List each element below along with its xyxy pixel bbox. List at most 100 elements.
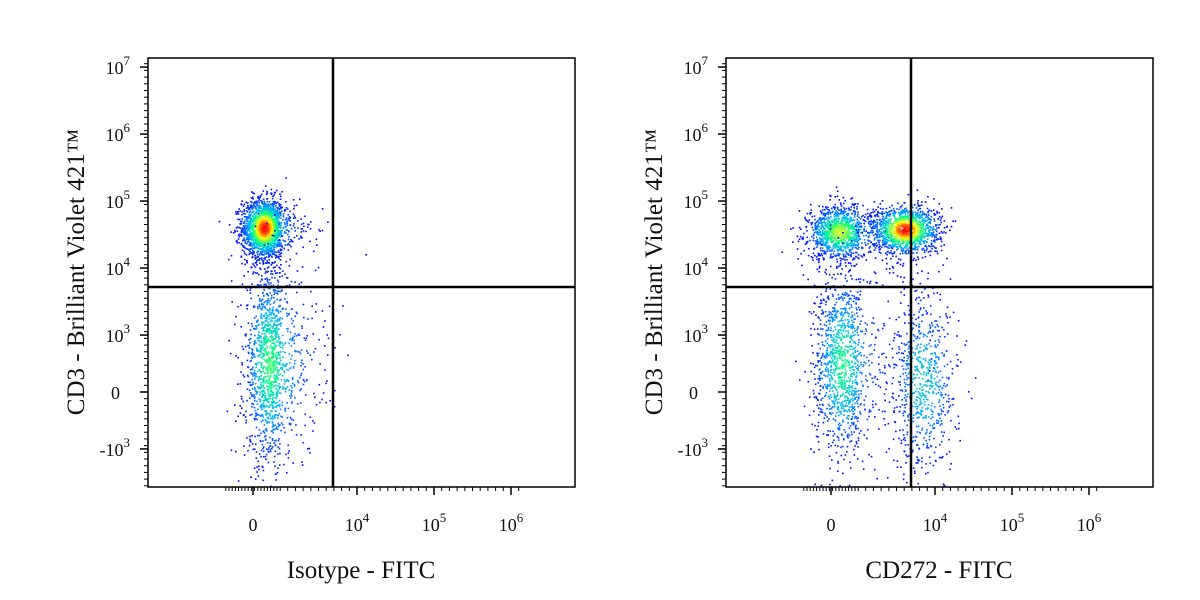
event-point bbox=[277, 362, 279, 365]
event-point bbox=[267, 297, 270, 300]
event-point bbox=[267, 294, 270, 297]
event-point bbox=[275, 340, 278, 343]
event-point bbox=[845, 223, 847, 225]
event-point bbox=[849, 269, 852, 271]
event-point bbox=[269, 303, 272, 306]
event-point bbox=[271, 350, 274, 353]
event-point bbox=[247, 226, 250, 229]
event-point bbox=[278, 213, 280, 216]
event-point bbox=[294, 226, 296, 229]
event-point bbox=[846, 221, 849, 223]
event-point bbox=[834, 206, 837, 209]
event-point bbox=[857, 233, 860, 235]
event-point bbox=[258, 378, 260, 380]
event-point bbox=[273, 369, 276, 372]
event-point bbox=[254, 236, 256, 238]
event-point bbox=[920, 231, 922, 233]
event-point bbox=[292, 367, 295, 369]
event-point bbox=[848, 249, 850, 251]
event-point bbox=[285, 177, 287, 179]
event-point bbox=[280, 322, 282, 324]
event-point bbox=[256, 229, 258, 231]
event-point bbox=[294, 230, 296, 232]
event-point bbox=[840, 232, 842, 235]
event-point bbox=[251, 394, 253, 396]
event-point bbox=[258, 323, 260, 326]
event-point bbox=[294, 359, 296, 362]
event-point bbox=[252, 247, 254, 249]
event-point bbox=[853, 204, 855, 207]
event-point bbox=[267, 247, 269, 250]
event-point bbox=[279, 299, 281, 302]
event-point bbox=[301, 464, 304, 466]
event-point bbox=[245, 216, 248, 219]
event-point bbox=[250, 219, 252, 221]
event-point bbox=[250, 266, 253, 268]
event-point bbox=[253, 353, 256, 356]
event-point bbox=[246, 238, 248, 240]
event-point bbox=[260, 406, 263, 409]
event-point bbox=[285, 226, 287, 228]
event-point bbox=[278, 204, 281, 206]
event-point bbox=[278, 328, 280, 330]
event-point bbox=[273, 377, 276, 380]
event-point bbox=[256, 213, 258, 216]
event-point bbox=[845, 265, 847, 267]
event-point bbox=[826, 212, 829, 214]
event-point bbox=[279, 363, 281, 366]
event-point bbox=[266, 224, 269, 226]
event-point bbox=[282, 388, 284, 390]
event-point bbox=[860, 254, 862, 257]
event-point bbox=[887, 223, 890, 226]
event-point bbox=[279, 341, 281, 343]
event-point bbox=[816, 268, 819, 271]
event-point bbox=[257, 226, 259, 228]
y-tick-exp: 3 bbox=[124, 435, 131, 450]
event-point bbox=[322, 326, 325, 328]
event-point bbox=[270, 330, 273, 333]
event-point bbox=[252, 352, 255, 355]
event-point bbox=[268, 266, 270, 268]
event-point bbox=[314, 269, 317, 272]
event-point bbox=[272, 397, 275, 399]
event-point bbox=[886, 213, 888, 215]
event-point bbox=[263, 230, 265, 233]
event-point bbox=[237, 234, 240, 237]
event-point bbox=[255, 200, 257, 203]
event-point bbox=[253, 406, 256, 409]
event-point bbox=[259, 393, 261, 396]
event-point bbox=[272, 391, 275, 393]
event-point bbox=[266, 442, 269, 444]
event-point bbox=[265, 241, 268, 243]
event-point bbox=[287, 407, 290, 410]
event-point bbox=[841, 268, 843, 270]
event-point bbox=[240, 395, 243, 398]
event-point bbox=[272, 217, 274, 220]
event-point bbox=[251, 234, 253, 236]
event-point bbox=[268, 242, 271, 245]
event-point bbox=[235, 227, 238, 229]
event-point bbox=[276, 298, 279, 301]
event-point bbox=[893, 245, 896, 248]
event-point bbox=[265, 329, 268, 332]
event-point bbox=[324, 345, 326, 347]
event-point bbox=[856, 208, 858, 210]
event-point bbox=[847, 238, 850, 240]
event-point bbox=[850, 244, 853, 247]
event-point bbox=[805, 242, 808, 245]
event-point bbox=[256, 211, 258, 213]
event-point bbox=[845, 232, 847, 234]
event-point bbox=[306, 350, 308, 352]
event-point bbox=[828, 245, 831, 248]
event-point bbox=[277, 312, 280, 314]
event-point bbox=[850, 206, 852, 208]
event-point bbox=[248, 207, 251, 209]
event-point bbox=[275, 335, 277, 337]
event-point bbox=[269, 335, 272, 338]
event-point bbox=[277, 351, 280, 353]
event-point bbox=[823, 221, 826, 223]
event-point bbox=[835, 210, 837, 212]
event-point bbox=[815, 236, 818, 239]
event-point bbox=[826, 222, 829, 225]
event-point bbox=[274, 333, 276, 336]
